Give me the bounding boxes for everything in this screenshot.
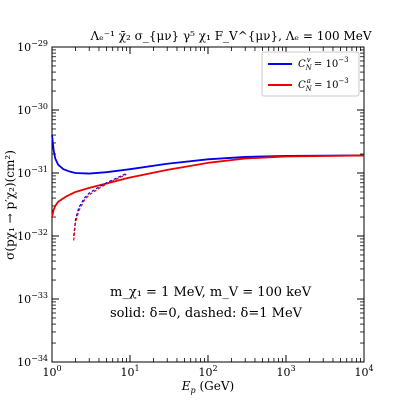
legend: CNv = 10−3 CNa = 10−3: [261, 51, 360, 97]
x-tick-label: 103: [276, 364, 295, 379]
x-axis-title-unit: (GeV): [196, 379, 235, 393]
legend-label-axial: CNa = 10−3: [298, 77, 349, 93]
y-axis-title: σ(pχ₁ → p′χ₂)(cm²): [3, 150, 17, 260]
series-line-1-solid: [51, 154, 365, 218]
legend-entry-axial: CNa = 10−3: [268, 77, 349, 93]
x-axis-ticks: 100 101 102 103 104: [42, 47, 374, 379]
chart-title-part2: Λₑ = 100 MeV: [285, 29, 372, 43]
chart-title: Λₑ⁻¹ χ̄₂ σ_{μν} γ⁵ χ₁ F_V^{μν}, Λₑ = 100…: [89, 29, 371, 43]
y-tick-label: 10−31: [17, 165, 48, 180]
x-tick-label: 101: [120, 364, 139, 379]
chart-title-separator: ,: [278, 29, 286, 43]
y-tick-label: 10−30: [17, 102, 48, 117]
x-axis-title: Ep (GeV): [181, 379, 234, 395]
chart-title-part1: Λₑ⁻¹ χ̄₂ σ_{μν} γ⁵ χ₁ F_V^{μν}: [89, 29, 278, 43]
plot-area: [51, 46, 365, 363]
series-line-3-dashed: [73, 173, 127, 241]
x-axis-title-var: E: [181, 379, 191, 393]
y-axis-ticks: 10−34 10−33 10−32 10−31 10−30 10−29: [17, 39, 364, 369]
x-tick-label: 104: [354, 364, 373, 379]
y-tick-label: 10−34: [17, 354, 48, 369]
y-tick-label: 10−29: [17, 39, 48, 54]
annotation-line-styles: solid: δ=0, dashed: δ=1 MeV: [110, 306, 303, 321]
y-tick-label: 10−33: [17, 291, 48, 306]
x-tick-label: 102: [198, 364, 217, 379]
series-line-0-solid: [51, 134, 365, 175]
legend-entry-vector: CNv = 10−3: [268, 56, 349, 72]
legend-label-vector: CNv = 10−3: [298, 56, 349, 72]
y-tick-label: 10−32: [17, 228, 48, 243]
x-tick-label: 100: [42, 364, 61, 379]
series-layer: [51, 134, 365, 241]
annotation-masses: m_χ₁ = 1 MeV, m_V = 100 keV: [110, 285, 312, 300]
x-axis-title-sub: p: [191, 386, 196, 395]
series-line-2-dashed: [73, 173, 127, 237]
